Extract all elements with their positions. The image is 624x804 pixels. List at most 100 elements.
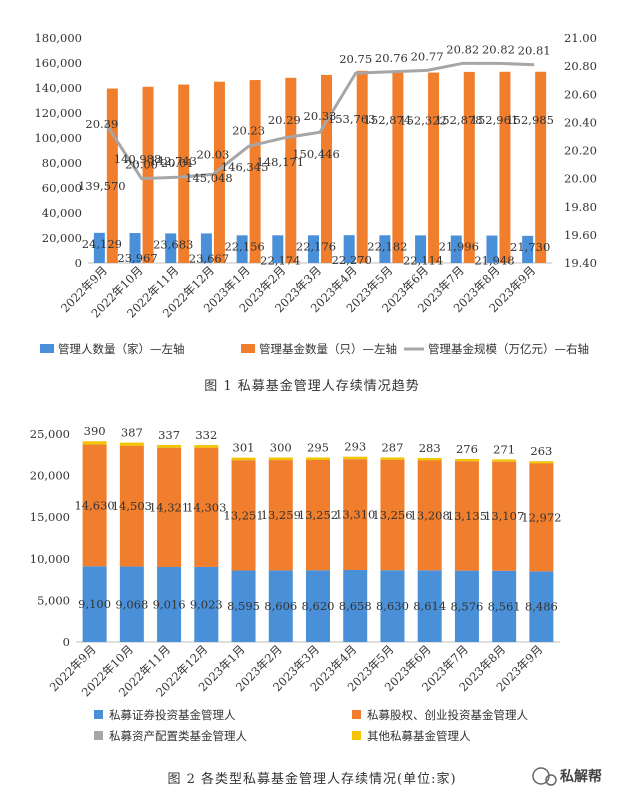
chart2-bar-securities [454, 570, 479, 642]
chart1-bar-funds [463, 71, 475, 263]
chart2-label-equity: 13,135 [447, 509, 487, 523]
chart2-caption: 图 2 各类型私募基金管理人存续情况(单位:家) [167, 771, 456, 787]
chart2-label-other: 283 [419, 441, 441, 455]
chart1-label-funds: 153,763 [328, 112, 376, 126]
chart2-bar-securities [529, 571, 554, 642]
chart2-left-tick-label: 20,000 [30, 469, 70, 483]
chart2-bar-securities [157, 566, 182, 642]
chart1-bar-managers [450, 235, 462, 263]
chart2-bar-equity [492, 461, 517, 571]
chart1-caption: 图 1 私募基金管理人存续情况趋势 [204, 378, 420, 394]
chart2-bar-other [529, 461, 554, 464]
chart2-bar-other [268, 457, 293, 461]
chart1-bar-funds [106, 88, 118, 263]
chart1-label-scale: 20.76 [375, 51, 408, 65]
chart2-label-securities: 8,606 [264, 599, 297, 613]
chart2-label-securities: 8,576 [450, 599, 483, 613]
chart1-bar-managers [165, 233, 177, 263]
chart2-bar-other [194, 445, 219, 448]
chart2-left-tick-label: 15,000 [30, 510, 70, 524]
chart2-bar-equity [454, 461, 479, 571]
chart1-label-funds: 150,446 [292, 147, 340, 161]
chart2-bar-securities [343, 569, 368, 642]
chart2-left-tick-label: 25,000 [30, 427, 70, 441]
chart2-label-other: 332 [195, 428, 217, 442]
chart2-label-equity: 13,208 [410, 508, 450, 522]
chart2-left-tick-label: 5,000 [37, 593, 70, 607]
chart1-label-funds: 148,171 [257, 155, 305, 169]
chart1-label-managers: 23,967 [117, 251, 157, 265]
chart1-label-managers: 22,174 [260, 253, 300, 267]
chart1-right-tick-label: 20.00 [564, 172, 597, 186]
chart2-bar-securities [231, 570, 256, 642]
chart2-legend-swatch [94, 710, 103, 719]
chart2-bar-other [343, 456, 368, 460]
chart2-label-other: 300 [270, 441, 292, 455]
chart1-left-tick-label: 160,000 [34, 56, 82, 70]
chart1-legend-swatch-managers [40, 344, 54, 353]
chart1-bar-funds [321, 74, 332, 263]
chart2-label-other: 337 [158, 428, 180, 442]
chart2-left-tick-label: 0 [63, 635, 70, 649]
chart2-label-other: 271 [493, 442, 515, 456]
chart2-bar-equity [119, 445, 144, 567]
chart2-bar-securities [119, 566, 144, 642]
chart1-label-managers: 21,730 [510, 240, 550, 254]
chart1-label-scale: 20.81 [518, 44, 551, 58]
chart2-label-securities: 9,068 [115, 597, 148, 611]
chart2-legend-label: 其他私募基金管理人 [367, 729, 471, 743]
chart1-label-scale: 20.82 [446, 42, 479, 56]
chart2-label-other: 263 [530, 444, 552, 458]
chart2-label-equity: 14,303 [186, 500, 226, 514]
chart2-label-equity: 12,972 [521, 510, 561, 524]
chart2-label-securities: 8,630 [376, 599, 409, 613]
chart1-label-funds: 152,985 [506, 113, 554, 127]
chart1-label-scale: 20.39 [85, 117, 118, 131]
chart1-label-funds: 145,048 [185, 171, 233, 185]
chart1-label-managers: 22,156 [224, 239, 264, 253]
chart2-bar-equity [82, 444, 107, 567]
chart2-legend-swatch [352, 710, 361, 719]
chart1-label-scale: 20.03 [196, 147, 229, 161]
chart2-label-other: 276 [456, 442, 478, 456]
chart1-label-managers: 21,948 [474, 254, 514, 268]
chart2-label-securities: 8,658 [339, 599, 372, 613]
chart2-bar-securities [492, 570, 517, 642]
chart1-label-scale: 20.23 [232, 123, 265, 137]
chart2-legend-label: 私募股权、创业投资基金管理人 [367, 708, 528, 722]
chart2-bar-equity [194, 447, 219, 567]
chart1-left-tick-label: 80,000 [42, 156, 82, 170]
chart2-bar-equity [417, 460, 442, 571]
chart2-label-securities: 8,486 [525, 600, 558, 614]
chart1-bar-managers [272, 235, 284, 263]
chart1-bar-managers [129, 233, 141, 263]
chart1-label-scale: 20.00 [125, 158, 158, 172]
chart1-label-funds: 152,878 [435, 113, 483, 127]
chart1-left-tick-label: 120,000 [34, 106, 82, 120]
chart2-label-other: 293 [344, 440, 366, 454]
chart2-label-equity: 13,310 [335, 508, 375, 522]
chart1-label-scale: 20.77 [411, 49, 444, 63]
chart2-bar-securities [268, 570, 293, 642]
chart1-label-managers: 22,176 [296, 239, 336, 253]
chart2-bar-equity [529, 463, 554, 572]
chart1-bar-managers [415, 235, 427, 263]
chart1-label-managers: 23,683 [153, 237, 193, 251]
chart2-label-securities: 8,561 [488, 599, 521, 613]
chart2-legend-label: 私募资产配置类基金管理人 [109, 729, 247, 743]
chart2-label-other: 387 [121, 426, 143, 440]
chart2-bar-equity [268, 460, 293, 571]
chart1-bar-managers [379, 235, 391, 263]
chart2-label-securities: 8,614 [413, 599, 446, 613]
chart1-bar-managers [522, 235, 534, 263]
chart1-left-tick-label: 0 [75, 256, 82, 270]
chart1-legend-scale: 管理基金规模（万亿元）—右轴 [428, 342, 589, 356]
chart1-bar-funds [535, 71, 547, 263]
chart1-bar-managers [200, 233, 212, 263]
chart2-label-securities: 9,023 [190, 597, 223, 611]
chart2-label-equity: 13,107 [484, 509, 524, 523]
chart1-bar-funds [392, 71, 404, 263]
chart2-bar-other [417, 458, 442, 461]
chart1-label-funds: 142,743 [149, 154, 197, 168]
